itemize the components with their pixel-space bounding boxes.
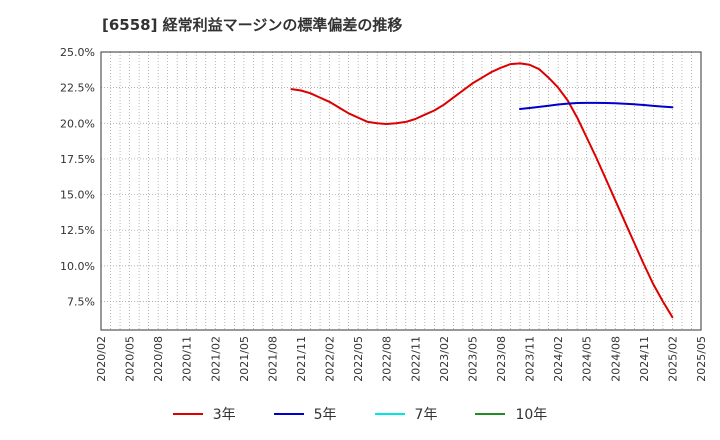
legend-label: 10年 [515, 407, 548, 423]
x-tick-label: 2025/02 [666, 336, 679, 382]
x-tick-label: 2022/05 [352, 336, 365, 382]
x-tick-label: 2020/08 [152, 336, 165, 382]
y-tick-label: 22.5% [60, 82, 95, 95]
x-tick-label: 2024/08 [609, 336, 622, 382]
legend-swatch [475, 413, 506, 415]
legend-item: 7年 [374, 404, 438, 424]
x-tick-label: 2023/05 [466, 336, 479, 382]
x-tick-label: 2020/05 [124, 336, 137, 382]
plot-area-frame [100, 51, 702, 331]
y-tick-label: 17.5% [60, 153, 95, 166]
x-tick-label: 2021/11 [295, 336, 308, 382]
x-tick-label: 2023/11 [524, 336, 537, 382]
x-tick-label: 2022/02 [324, 336, 337, 382]
y-tick-label: 10.0% [60, 260, 95, 273]
x-tick-label: 2024/05 [581, 336, 594, 382]
legend-item: 5年 [273, 404, 337, 424]
x-tick-label: 2023/08 [495, 336, 508, 382]
y-tick-label: 25.0% [60, 46, 95, 59]
x-tick-label: 2021/02 [209, 336, 222, 382]
y-tick-label: 12.5% [60, 224, 95, 237]
legend-swatch [273, 413, 304, 415]
x-tick-label: 2020/11 [181, 336, 194, 382]
x-tick-label: 2021/05 [238, 336, 251, 382]
y-tick-label: 15.0% [60, 189, 95, 202]
legend-item: 10年 [475, 404, 547, 424]
x-tick-label: 2022/11 [409, 336, 422, 382]
series-line-5年 [519, 101, 674, 110]
x-tick-label: 2020/02 [95, 336, 108, 382]
legend-item: 3年 [172, 404, 236, 424]
legend-label: 5年 [313, 407, 337, 423]
x-tick-label: 2021/08 [266, 336, 279, 382]
x-tick-label: 2024/02 [552, 336, 565, 382]
legend: 3年 5年 7年 10年 [0, 401, 720, 427]
legend-label: 3年 [212, 407, 236, 423]
legend-swatch [172, 413, 203, 415]
x-tick-label: 2022/08 [381, 336, 394, 382]
series-line-3年 [290, 62, 674, 319]
x-tick-label: 2025/05 [695, 336, 708, 382]
y-tick-label: 20.0% [60, 117, 95, 130]
x-tick-label: 2023/02 [438, 336, 451, 382]
y-tick-label: 7.5% [67, 295, 95, 308]
chart-title: [6558] 経常利益マージンの標準偏差の推移 [102, 16, 403, 34]
legend-swatch [374, 413, 405, 415]
x-tick-label: 2024/11 [638, 336, 651, 382]
legend-label: 7年 [414, 407, 438, 423]
